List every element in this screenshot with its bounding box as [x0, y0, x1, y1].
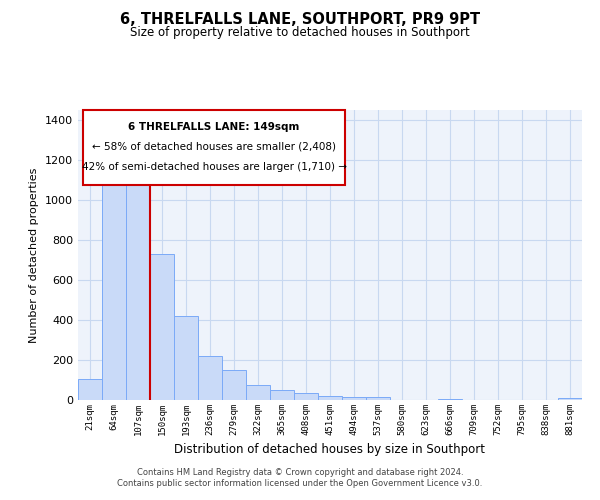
Bar — [222, 370, 246, 400]
X-axis label: Distribution of detached houses by size in Southport: Distribution of detached houses by size … — [175, 444, 485, 456]
Bar — [102, 168, 126, 400]
Bar — [246, 385, 270, 400]
Bar — [150, 254, 174, 400]
FancyBboxPatch shape — [83, 110, 345, 186]
Bar — [318, 396, 342, 400]
Bar — [174, 316, 198, 400]
Bar — [438, 399, 462, 400]
Text: 6 THRELFALLS LANE: 149sqm: 6 THRELFALLS LANE: 149sqm — [128, 122, 300, 132]
Bar — [198, 356, 222, 400]
Bar — [270, 390, 294, 400]
Bar — [366, 397, 390, 400]
Text: ← 58% of detached houses are smaller (2,408): ← 58% of detached houses are smaller (2,… — [92, 142, 336, 152]
Bar — [558, 398, 582, 400]
Bar — [342, 397, 366, 400]
Text: Size of property relative to detached houses in Southport: Size of property relative to detached ho… — [130, 26, 470, 39]
Text: Contains HM Land Registry data © Crown copyright and database right 2024.
Contai: Contains HM Land Registry data © Crown c… — [118, 468, 482, 487]
Bar — [126, 168, 150, 400]
Bar — [78, 378, 102, 400]
Text: 6, THRELFALLS LANE, SOUTHPORT, PR9 9PT: 6, THRELFALLS LANE, SOUTHPORT, PR9 9PT — [120, 12, 480, 28]
Y-axis label: Number of detached properties: Number of detached properties — [29, 168, 40, 342]
Bar — [294, 393, 318, 400]
Text: 42% of semi-detached houses are larger (1,710) →: 42% of semi-detached houses are larger (… — [82, 162, 347, 172]
